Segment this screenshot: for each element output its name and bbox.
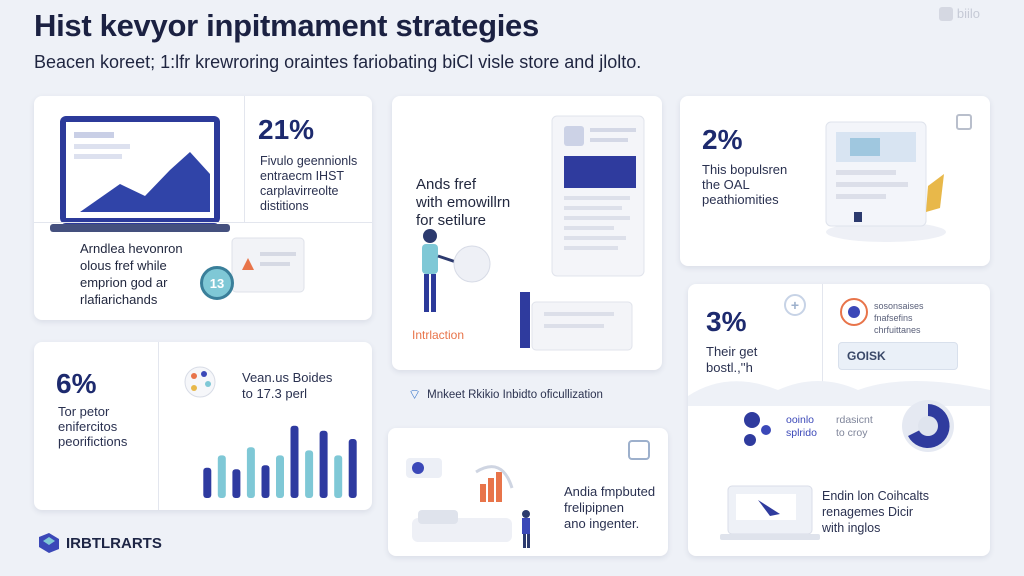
dashboard-illustration — [825, 121, 946, 242]
right-footer: Endin lon Coihcalts renagemes Dicir with… — [822, 489, 930, 535]
bar-9 — [319, 430, 328, 498]
bar-7 — [290, 425, 299, 498]
right-button[interactable]: GOISK — [838, 342, 958, 370]
bars-chart-heading: Vean.us Boides to 17.3 perl — [242, 370, 333, 401]
bar-3 — [232, 469, 241, 498]
bar-11 — [348, 439, 357, 498]
document-stack-illustration — [551, 115, 645, 277]
right-item1: sosonsaises fnafsefins chrfuittanes — [874, 301, 924, 335]
center-link[interactable]: Intrlaction — [412, 328, 465, 342]
right-button-label: GOISK — [847, 349, 886, 363]
bar-2 — [217, 455, 226, 498]
wifi-icon: ⌔ — [408, 386, 422, 402]
laptop-note: Arndlea hevonron olous fref while emprio… — [80, 241, 183, 307]
brand-text: IRBTLRARTS — [66, 534, 162, 552]
bar-6 — [276, 455, 284, 498]
caption-text: Mnkeet Rkikio Inbidto oficullization — [427, 389, 603, 401]
document-illustration — [231, 237, 305, 293]
bar-1 — [203, 467, 212, 498]
right-stat: 3% — [706, 306, 747, 337]
corner-logo: biilo — [938, 6, 980, 21]
right-card: + 3% Their get bostl.,''h sosonsaises fn… — [688, 284, 990, 556]
laptop-illustration — [50, 116, 230, 232]
target-icon — [840, 298, 868, 326]
logo-icon — [938, 6, 953, 21]
brand-icon — [39, 533, 59, 553]
cloud-shape — [688, 381, 990, 406]
bar-5 — [261, 465, 270, 498]
right-desc: Their get bostl.,''h — [706, 344, 758, 375]
screen-illustration — [720, 485, 820, 540]
bottomcenter-card: Andia fmpbuted frelipipnen ano ingenter. — [388, 428, 668, 556]
bars-stat: 6% — [56, 368, 97, 399]
pie-chart-icon — [902, 400, 954, 452]
laptop-desc: Fivulo geennionls entraecm IHST carplavi… — [260, 154, 358, 213]
laptop-badge-text: 13 — [209, 275, 225, 291]
bars-desc: Tor petor enifercitos peorifictions — [58, 404, 128, 449]
palette-icon — [184, 366, 216, 398]
center-text: Ands fref with emowillrn for setilure — [416, 176, 511, 229]
page-title: Hist kevyor inpitmament strategies — [34, 8, 539, 43]
laptop-stat: 21% — [258, 114, 315, 145]
workspace-illustration — [406, 458, 530, 548]
topright-stat: 2% — [702, 124, 743, 155]
laptop-badge: 13 — [200, 266, 234, 300]
person-illustration — [422, 229, 491, 312]
bars-card: 6% Tor petor enifercitos peorifictions V… — [34, 342, 372, 510]
topright-desc: This bopulsren the OAL peathiomities — [702, 162, 788, 207]
chat-icon[interactable] — [628, 440, 650, 460]
network-icon — [744, 412, 771, 446]
page-subtitle: Beacen koreet; 1:lfr krewroring oraintes… — [34, 52, 642, 72]
right-item2-a: ooinlo splrido — [786, 414, 817, 439]
close-icon[interactable] — [956, 114, 972, 130]
plus-icon[interactable]: + — [784, 294, 806, 316]
center-card: Ands fref with emowillrn for setilure In… — [392, 96, 662, 370]
caption-bar: ⌔ Mnkeet Rkikio Inbidto oficullization — [408, 386, 603, 404]
bar-chart — [203, 425, 357, 498]
topright-card: 2% This bopulsren the OAL peathiomities — [680, 96, 990, 266]
chart-device-illustration — [520, 292, 633, 351]
bar-8 — [305, 450, 314, 498]
corner-logo-text: biilo — [956, 6, 980, 21]
bar-10 — [334, 455, 343, 498]
bar-4 — [246, 447, 255, 498]
bottomcenter-text: Andia fmpbuted frelipipnen ano ingenter. — [564, 484, 656, 531]
right-item2-b: rdasicnt to croy — [836, 414, 873, 439]
brand-logo: IRBTLRARTS — [38, 532, 162, 554]
laptop-card: 21% Fivulo geennionls entraecm IHST carp… — [34, 96, 372, 320]
